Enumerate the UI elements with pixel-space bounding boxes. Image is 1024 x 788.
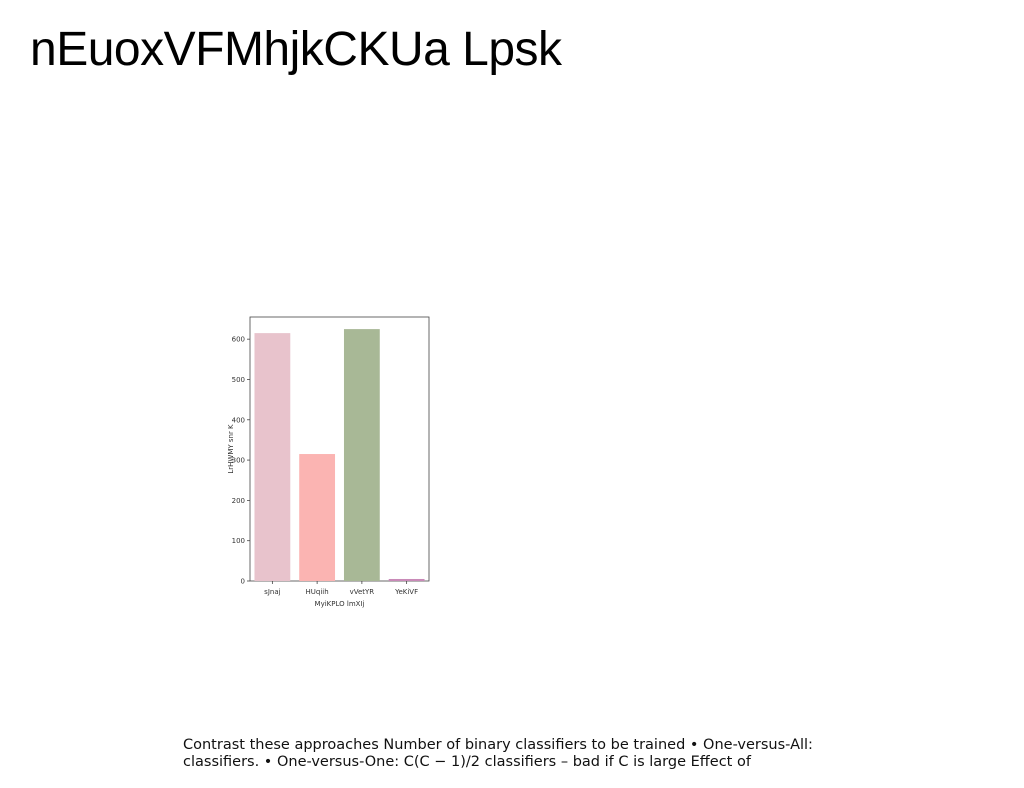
y-axis-label: LrHWMY snr K bbox=[227, 424, 235, 474]
y-tick-label: 200 bbox=[232, 497, 245, 505]
bar-sJnaj bbox=[254, 333, 291, 581]
y-tick-label: 600 bbox=[232, 336, 245, 344]
y-tick-label: 100 bbox=[232, 537, 245, 545]
bar-vVetYR bbox=[343, 329, 380, 581]
y-tick-label: 400 bbox=[232, 416, 245, 424]
x-tick-label: vVetYR bbox=[350, 588, 375, 596]
x-tick-label: sJnaj bbox=[264, 588, 280, 596]
x-tick-label: HUqiih bbox=[306, 588, 329, 596]
x-tick-label: YeKiVF bbox=[394, 588, 418, 596]
bar-YeKiVF bbox=[388, 578, 425, 581]
plot-frame bbox=[249, 316, 430, 582]
bar-HUqiih bbox=[299, 454, 336, 581]
y-tick-label: 500 bbox=[232, 376, 245, 384]
bar-chart: 0 100 200 300 400 500 600 sJnaj HUqiih vVetYR YeK… bbox=[220, 305, 440, 615]
bars bbox=[254, 329, 425, 581]
y-tick-label: 300 bbox=[232, 457, 245, 465]
slide-title: nEuoxVFMhjkCKUa Lpsk bbox=[30, 23, 562, 76]
bar-chart-svg: 0 100 200 300 400 500 600 sJnaj HUqiih vVetYR YeK… bbox=[227, 316, 430, 608]
slide-caption: Contrast these approaches Number of bina… bbox=[183, 737, 813, 770]
y-tick-label: 0 bbox=[241, 578, 245, 586]
plot-area bbox=[249, 316, 430, 582]
y-axis-ticks: 0 100 200 300 400 500 600 bbox=[232, 336, 250, 586]
x-axis-ticks: sJnaj HUqiih vVetYR YeKiVF bbox=[264, 581, 418, 596]
x-axis-label: MyiKPLO lmXIj bbox=[315, 600, 365, 608]
